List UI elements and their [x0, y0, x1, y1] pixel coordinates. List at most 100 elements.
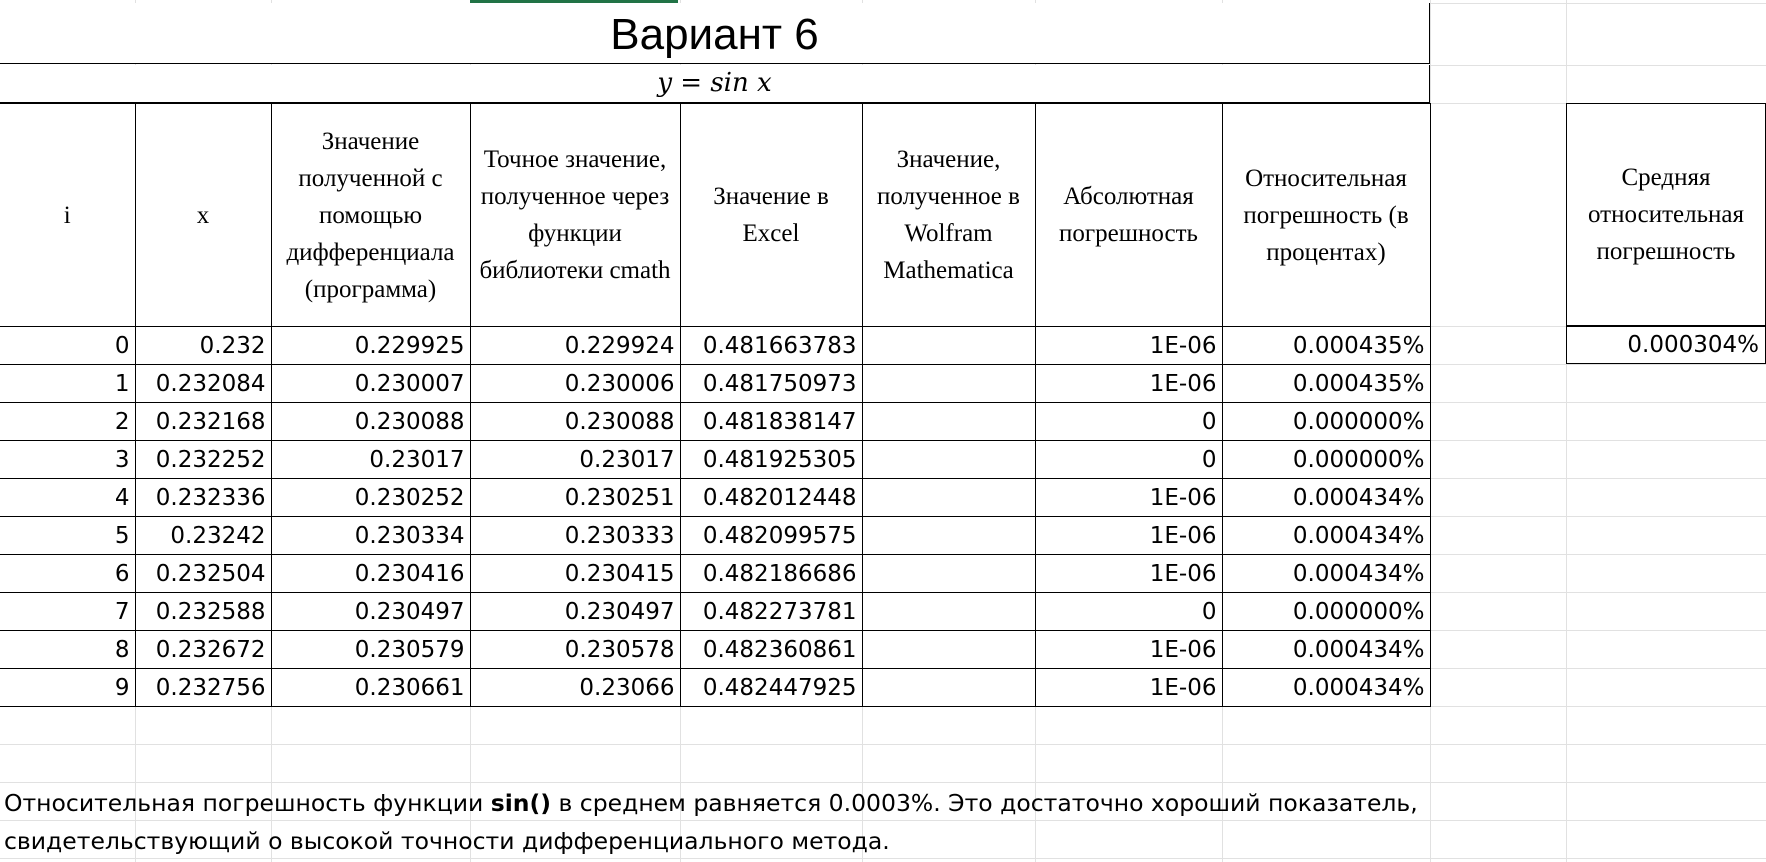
cell-relative-error[interactable]: 0.000000%	[1221, 592, 1431, 631]
cell-i[interactable]: 3	[0, 440, 136, 479]
cell-relative-error[interactable]: 0.000434%	[1221, 554, 1431, 593]
header-i[interactable]: i	[0, 103, 136, 327]
table-row: 7 0.232588 0.230497 0.230497 0.482273781 0 0.0…	[0, 592, 1431, 631]
cell-x[interactable]: 0.232756	[134, 668, 272, 707]
cell-wolfram-value[interactable]	[861, 592, 1036, 631]
cell-excel-value[interactable]: 0.481838147	[679, 402, 863, 441]
cell-x[interactable]: 0.232672	[134, 630, 272, 669]
cell-i[interactable]: 6	[0, 554, 136, 593]
cell-absolute-error[interactable]: 1E-06	[1034, 326, 1223, 365]
cell-cmath-value[interactable]: 0.230006	[469, 364, 681, 403]
cell-absolute-error[interactable]: 1E-06	[1034, 364, 1223, 403]
average-error-value[interactable]: 0.000304%	[1566, 326, 1766, 364]
cell-i[interactable]: 7	[0, 592, 136, 631]
cell-x[interactable]: 0.232	[134, 326, 272, 365]
cell-x[interactable]: 0.23242	[134, 516, 272, 555]
cell-wolfram-value[interactable]	[861, 554, 1036, 593]
cell-excel-value[interactable]: 0.482447925	[679, 668, 863, 707]
cell-excel-value[interactable]: 0.481925305	[679, 440, 863, 479]
cell-cmath-value[interactable]: 0.230088	[469, 402, 681, 441]
cell-excel-value[interactable]: 0.481663783	[679, 326, 863, 365]
cell-differential-value[interactable]: 0.230088	[270, 402, 471, 441]
cell-differential-value[interactable]: 0.229925	[270, 326, 471, 365]
cell-absolute-error[interactable]: 1E-06	[1034, 478, 1223, 517]
cell-i[interactable]: 8	[0, 630, 136, 669]
header-differential-value[interactable]: Значение полученной с помощью дифференци…	[270, 103, 471, 327]
cell-x[interactable]: 0.232336	[134, 478, 272, 517]
sheet-title[interactable]: Вариант 6	[0, 3, 1430, 64]
header-x[interactable]: x	[134, 103, 272, 327]
table-row: 6 0.232504 0.230416 0.230415 0.482186686 1E-0…	[0, 554, 1431, 593]
cell-excel-value[interactable]: 0.482099575	[679, 516, 863, 555]
header-excel-value[interactable]: Значение в Excel	[679, 103, 863, 327]
cell-absolute-error[interactable]: 1E-06	[1034, 554, 1223, 593]
cell-differential-value[interactable]: 0.23017	[270, 440, 471, 479]
cell-i[interactable]: 9	[0, 668, 136, 707]
cell-cmath-value[interactable]: 0.23017	[469, 440, 681, 479]
cell-wolfram-value[interactable]	[861, 364, 1036, 403]
cell-wolfram-value[interactable]	[861, 630, 1036, 669]
table-row: 4 0.232336 0.230252 0.230251 0.482012448 1E-0…	[0, 478, 1431, 517]
header-cmath-value[interactable]: Точное значение, полученное через функци…	[469, 103, 681, 327]
cell-absolute-error[interactable]: 1E-06	[1034, 630, 1223, 669]
cell-differential-value[interactable]: 0.230661	[270, 668, 471, 707]
cell-wolfram-value[interactable]	[861, 402, 1036, 441]
cell-absolute-error[interactable]: 0	[1034, 592, 1223, 631]
cell-absolute-error[interactable]: 1E-06	[1034, 516, 1223, 555]
cell-x[interactable]: 0.232084	[134, 364, 272, 403]
cell-absolute-error[interactable]: 0	[1034, 402, 1223, 441]
cell-x[interactable]: 0.232252	[134, 440, 272, 479]
cell-relative-error[interactable]: 0.000434%	[1221, 668, 1431, 707]
cell-excel-value[interactable]: 0.482273781	[679, 592, 863, 631]
cell-wolfram-value[interactable]	[861, 326, 1036, 365]
cell-relative-error[interactable]: 0.000435%	[1221, 364, 1431, 403]
cell-relative-error[interactable]: 0.000434%	[1221, 630, 1431, 669]
cell-i[interactable]: 5	[0, 516, 136, 555]
cell-absolute-error[interactable]: 0	[1034, 440, 1223, 479]
cell-differential-value[interactable]: 0.230497	[270, 592, 471, 631]
cell-excel-value[interactable]: 0.482012448	[679, 478, 863, 517]
cell-i[interactable]: 0	[0, 326, 136, 365]
cell-relative-error[interactable]: 0.000435%	[1221, 326, 1431, 365]
cell-wolfram-value[interactable]	[861, 668, 1036, 707]
cell-i[interactable]: 1	[0, 364, 136, 403]
header-relative-error[interactable]: Относительная погрешность (в процентах)	[1221, 103, 1431, 327]
cell-cmath-value[interactable]: 0.230333	[469, 516, 681, 555]
cell-differential-value[interactable]: 0.230007	[270, 364, 471, 403]
cell-cmath-value[interactable]: 0.230415	[469, 554, 681, 593]
cell-i[interactable]: 4	[0, 478, 136, 517]
cell-excel-value[interactable]: 0.482186686	[679, 554, 863, 593]
cell-relative-error[interactable]: 0.000000%	[1221, 402, 1431, 441]
conclusion-text[interactable]: Относительная погрешность функции sin() …	[4, 784, 1424, 860]
cell-relative-error[interactable]: 0.000434%	[1221, 516, 1431, 555]
formula-cell[interactable]: y = sin x	[0, 65, 1430, 103]
average-error-header[interactable]: Средняя относительная погрешность	[1566, 103, 1766, 326]
header-absolute-error[interactable]: Абсолютная погрешность	[1034, 103, 1223, 327]
cell-x[interactable]: 0.232504	[134, 554, 272, 593]
cell-wolfram-value[interactable]	[861, 440, 1036, 479]
table-row: 9 0.232756 0.230661 0.23066 0.482447925 1E-06…	[0, 668, 1431, 707]
cell-relative-error[interactable]: 0.000000%	[1221, 440, 1431, 479]
cell-absolute-error[interactable]: 1E-06	[1034, 668, 1223, 707]
cell-cmath-value[interactable]: 0.230251	[469, 478, 681, 517]
cell-cmath-value[interactable]: 0.230578	[469, 630, 681, 669]
cell-differential-value[interactable]: 0.230252	[270, 478, 471, 517]
conclusion-after: в среднем равняется 0.0003%. Это достато…	[4, 789, 1418, 855]
cell-wolfram-value[interactable]	[861, 478, 1036, 517]
cell-wolfram-value[interactable]	[861, 516, 1036, 555]
cell-i[interactable]: 2	[0, 402, 136, 441]
cell-differential-value[interactable]: 0.230579	[270, 630, 471, 669]
cell-x[interactable]: 0.232168	[134, 402, 272, 441]
table-row: 8 0.232672 0.230579 0.230578 0.482360861 1E-0…	[0, 630, 1431, 669]
cell-x[interactable]: 0.232588	[134, 592, 272, 631]
cell-cmath-value[interactable]: 0.23066	[469, 668, 681, 707]
cell-differential-value[interactable]: 0.230416	[270, 554, 471, 593]
cell-excel-value[interactable]: 0.481750973	[679, 364, 863, 403]
cell-cmath-value[interactable]: 0.230497	[469, 592, 681, 631]
header-wolfram-value[interactable]: Значение, полученное в Wolfram Mathemati…	[861, 103, 1036, 327]
average-error-header-label: Средняя относительная погрешность	[1588, 164, 1744, 265]
cell-differential-value[interactable]: 0.230334	[270, 516, 471, 555]
cell-excel-value[interactable]: 0.482360861	[679, 630, 863, 669]
cell-relative-error[interactable]: 0.000434%	[1221, 478, 1431, 517]
cell-cmath-value[interactable]: 0.229924	[469, 326, 681, 365]
